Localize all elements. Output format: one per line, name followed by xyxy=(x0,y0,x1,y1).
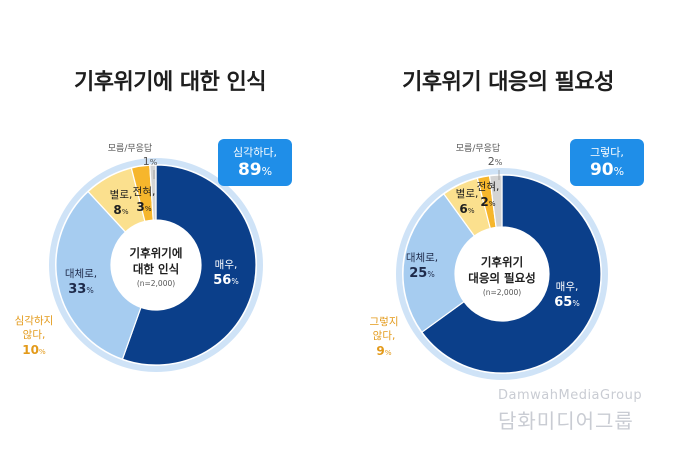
sub-slice-label-1-value: 2% xyxy=(480,195,495,209)
slice-no-answer xyxy=(488,174,503,229)
chart-title-right: 기후위기 대응의 필요성 xyxy=(402,70,614,95)
slice-label-2-label: 그렇지 xyxy=(370,315,399,328)
donut-center xyxy=(112,221,200,309)
extra-label: 모름/무응답 xyxy=(108,142,152,154)
donut-outer-ring xyxy=(49,158,263,372)
center-label-line2: 대응의 필요성 xyxy=(468,271,535,285)
slice-somewhat xyxy=(55,190,142,360)
sub-slice-label-0-label: 별로, xyxy=(110,189,133,201)
sub-slice-label-1-label: 전혀, xyxy=(133,186,156,198)
sub-slice-label-0-value: 8% xyxy=(113,203,128,217)
slice-label-1-value: 25% xyxy=(409,266,435,281)
center-label-line2: 대한 인식 xyxy=(133,262,179,276)
center-label-line1: 기후위기 xyxy=(481,255,523,269)
slice-very xyxy=(121,164,257,366)
watermark-en: DamwahMediaGroup xyxy=(498,388,643,403)
slice-label-0-label: 매우, xyxy=(556,281,579,293)
sub-slice-label-0-value: 6% xyxy=(459,202,474,216)
slice-label-2-label: 않다, xyxy=(23,329,46,341)
callout-label: 그렇다, xyxy=(590,146,624,159)
donut-outer-ring xyxy=(396,168,608,380)
slice-label-2-value: 10% xyxy=(22,343,46,357)
slice-label-2-label: 않다, xyxy=(373,330,396,342)
center-note: (n=2,000) xyxy=(483,288,521,297)
callout-value: 89 xyxy=(237,160,262,180)
slice-label-2-value: 9% xyxy=(376,344,391,358)
slice-label-0-value: 56% xyxy=(213,273,239,288)
callout-badge-left: 심각하다, 89% xyxy=(218,139,292,186)
slice-very xyxy=(421,174,602,374)
callout-unit: % xyxy=(261,165,273,178)
slice-label-1-label: 대체로, xyxy=(65,268,97,280)
watermark: DamwahMediaGroup 담화미디어그룹 xyxy=(498,388,642,434)
sub-slice-label-1-label: 전혀, xyxy=(477,181,500,193)
extra-value: 2% xyxy=(488,155,503,168)
slice-label-2-label: 심각하지 xyxy=(15,314,54,327)
chart-title-left: 기후위기에 대한 인식 xyxy=(74,70,266,95)
slice-no-answer xyxy=(149,164,157,221)
donut-center xyxy=(456,228,548,320)
center-label-line1: 기후위기에 xyxy=(130,246,183,260)
callout-badge-right: 그렇다, 90% xyxy=(570,139,644,186)
sub-slice-label-1-value: 3% xyxy=(136,200,151,214)
extra-value: 1% xyxy=(143,155,158,168)
callout-unit: % xyxy=(613,165,625,178)
center-note: (n=2,000) xyxy=(137,279,175,288)
slice-somewhat xyxy=(402,193,476,334)
callout-value: 90 xyxy=(589,160,614,180)
slice-label-0-value: 65% xyxy=(554,295,580,310)
slice-label-1-value: 33% xyxy=(68,282,94,297)
slice-label-1-label: 대체로, xyxy=(406,252,438,264)
slice-label-0-label: 매우, xyxy=(215,259,238,271)
sub-slice-label-0-label: 별로, xyxy=(456,188,479,200)
extra-label: 모름/무응답 xyxy=(456,142,500,154)
callout-label: 심각하다, xyxy=(233,146,277,159)
watermark-ko: 담화미디어그룹 xyxy=(498,409,634,433)
